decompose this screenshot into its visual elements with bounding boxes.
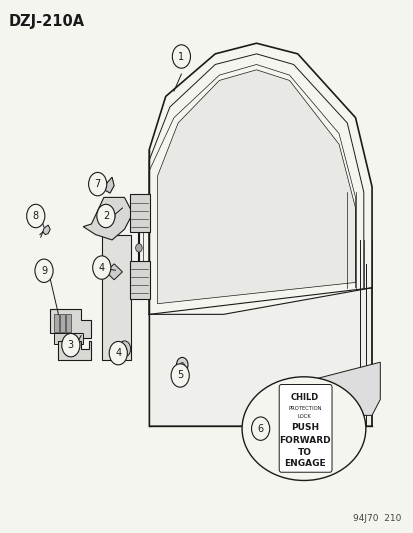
Polygon shape bbox=[297, 362, 380, 415]
Circle shape bbox=[88, 172, 107, 196]
Polygon shape bbox=[106, 264, 122, 280]
Circle shape bbox=[251, 417, 269, 440]
Polygon shape bbox=[102, 235, 131, 360]
Text: PUSH: PUSH bbox=[290, 423, 318, 432]
Text: TO: TO bbox=[297, 448, 311, 457]
Circle shape bbox=[135, 244, 142, 252]
Circle shape bbox=[26, 204, 45, 228]
Circle shape bbox=[105, 209, 115, 222]
Text: 94J70  210: 94J70 210 bbox=[352, 514, 400, 523]
Text: DZJ-210A: DZJ-210A bbox=[9, 14, 85, 29]
Polygon shape bbox=[149, 288, 371, 426]
Text: 5: 5 bbox=[177, 370, 183, 381]
FancyBboxPatch shape bbox=[278, 384, 331, 472]
Text: 1: 1 bbox=[178, 52, 184, 61]
Text: 9: 9 bbox=[41, 266, 47, 276]
Circle shape bbox=[35, 259, 53, 282]
Polygon shape bbox=[104, 177, 114, 193]
FancyBboxPatch shape bbox=[60, 314, 65, 332]
Text: 4: 4 bbox=[98, 263, 104, 272]
Circle shape bbox=[180, 362, 184, 368]
Ellipse shape bbox=[242, 377, 365, 480]
Polygon shape bbox=[54, 333, 83, 344]
FancyBboxPatch shape bbox=[66, 314, 71, 332]
Circle shape bbox=[176, 358, 188, 372]
Circle shape bbox=[118, 341, 131, 357]
Circle shape bbox=[172, 45, 190, 68]
Circle shape bbox=[171, 364, 189, 387]
Circle shape bbox=[93, 256, 111, 279]
FancyBboxPatch shape bbox=[130, 261, 149, 299]
Text: 7: 7 bbox=[94, 179, 100, 189]
Circle shape bbox=[109, 342, 127, 365]
Text: 3: 3 bbox=[68, 340, 74, 350]
Polygon shape bbox=[157, 70, 355, 304]
FancyBboxPatch shape bbox=[54, 314, 59, 332]
Text: PROTECTION: PROTECTION bbox=[287, 406, 321, 411]
Text: 8: 8 bbox=[33, 211, 39, 221]
Circle shape bbox=[97, 204, 115, 228]
Text: FORWARD: FORWARD bbox=[278, 436, 330, 445]
Text: ENGAGE: ENGAGE bbox=[283, 459, 325, 467]
Text: CHILD: CHILD bbox=[290, 393, 318, 402]
Polygon shape bbox=[83, 197, 133, 240]
FancyBboxPatch shape bbox=[130, 194, 149, 232]
Text: 6: 6 bbox=[257, 424, 263, 434]
Text: 4: 4 bbox=[115, 348, 121, 358]
Text: LOCK: LOCK bbox=[297, 414, 311, 419]
Polygon shape bbox=[50, 309, 91, 338]
Polygon shape bbox=[58, 341, 91, 360]
Text: 2: 2 bbox=[102, 211, 109, 221]
Circle shape bbox=[62, 334, 80, 357]
Polygon shape bbox=[43, 225, 50, 235]
